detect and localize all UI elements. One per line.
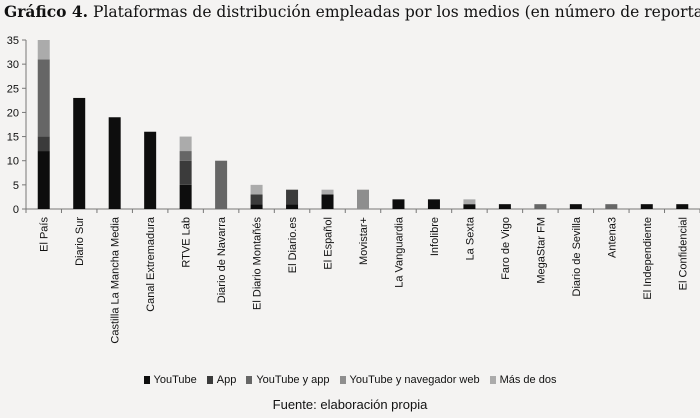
bar-segment <box>37 59 50 137</box>
bar-segment <box>676 204 689 209</box>
bar-segment <box>37 40 50 60</box>
chart-source: Fuente: elaboración propia <box>272 397 428 412</box>
category-label: Movistar+ <box>358 217 370 265</box>
legend-swatch <box>489 376 496 384</box>
legend-item: YouTube y navegador web <box>339 374 480 386</box>
bar-segment <box>427 199 440 209</box>
category-label: El Confidencial <box>677 217 689 290</box>
title-prefix: Gráfico 4. <box>4 2 89 21</box>
chart-title: Gráfico 4. Plataformas de distribución e… <box>4 2 700 21</box>
legend-label: YouTube <box>153 374 197 386</box>
category-label: El Diario.es <box>287 217 299 274</box>
category-label: El Español <box>323 217 335 270</box>
y-tick-label: 30 <box>7 59 19 71</box>
bar-segment <box>463 199 476 205</box>
bar-segment <box>144 131 157 209</box>
bar-segment <box>392 199 405 209</box>
legend-swatch <box>206 376 213 384</box>
legend-item: YouTube y app <box>246 374 330 386</box>
y-tick-label: 0 <box>13 204 19 216</box>
category-label: RTVE Lab <box>181 217 193 268</box>
legend-label: Más de dos <box>499 374 557 386</box>
bar-segment <box>215 160 228 209</box>
category-label: El Diario Montañés <box>252 217 264 310</box>
bar-segment <box>321 189 334 195</box>
bar-segment <box>463 204 476 209</box>
y-tick-label: 20 <box>7 107 19 119</box>
category-label: Canal Extremadura <box>145 216 157 312</box>
legend-item: YouTube <box>143 374 197 386</box>
category-label: Infolibre <box>429 217 441 256</box>
category-label: Diario de Sevilla <box>571 216 583 296</box>
y-tick-label: 5 <box>13 180 19 192</box>
category-label: El País <box>39 217 51 252</box>
bar-segment <box>534 204 547 209</box>
category-label: La Vanguardia <box>393 216 405 288</box>
legend-label: YouTube y navegador web <box>349 374 480 386</box>
bar-segment <box>250 194 263 205</box>
bar-segment <box>179 160 192 185</box>
bar-segment <box>37 151 50 209</box>
bar-segment <box>108 117 121 209</box>
legend-swatch <box>246 376 253 384</box>
category-label: MegaStar FM <box>535 217 547 284</box>
legend-item: Más de dos <box>489 374 557 386</box>
legend-swatch <box>143 376 150 384</box>
category-label: Diario Sur <box>74 217 86 266</box>
category-label: Antena3 <box>606 217 618 258</box>
bar-segment <box>357 189 369 209</box>
bar-segment <box>179 136 192 152</box>
title-text: Plataformas de distribución empleadas po… <box>93 3 700 21</box>
bar-segment <box>250 204 263 209</box>
bar-segment <box>286 189 299 205</box>
y-tick-label: 10 <box>7 156 19 168</box>
y-tick-label: 15 <box>7 132 19 144</box>
legend-item: App <box>206 374 237 386</box>
category-label: Faro de Vigo <box>500 217 512 280</box>
category-label: La Sexta <box>464 216 476 260</box>
category-label: Diario de Navarra <box>216 216 228 303</box>
bar-segment <box>321 194 334 209</box>
legend-label: App <box>216 374 237 386</box>
bar-segment <box>605 204 618 209</box>
bar-segment <box>250 184 263 195</box>
bar-segment <box>498 204 511 209</box>
y-tick-label: 25 <box>7 83 19 95</box>
bar-segment <box>37 136 50 152</box>
bar-segment <box>73 97 86 209</box>
bar-segment <box>179 151 192 161</box>
chart-legend: YouTube App YouTube y app YouTube y navegad… <box>0 374 700 386</box>
category-label: Castilla La Mancha Media <box>110 216 122 343</box>
bar-segment <box>179 184 192 209</box>
legend-label: YouTube y app <box>256 374 330 386</box>
y-tick-label: 35 <box>7 35 19 47</box>
bar-segment <box>569 204 582 209</box>
bar-segment <box>286 204 299 209</box>
category-label: El Independiente <box>642 217 654 300</box>
legend-swatch <box>339 376 346 384</box>
bar-segment <box>640 204 653 209</box>
